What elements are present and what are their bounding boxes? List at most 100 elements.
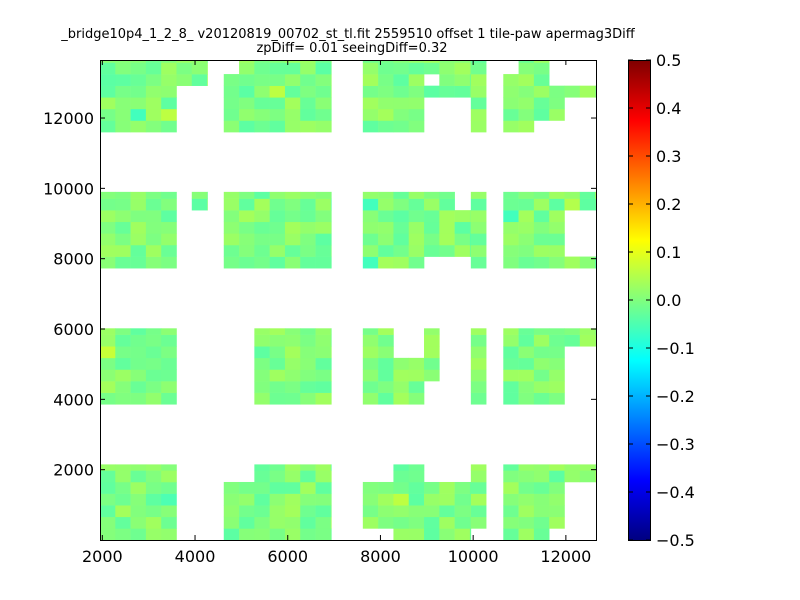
heatmap-cell xyxy=(469,516,472,529)
heatmap-cell xyxy=(239,256,255,269)
heatmap-cell xyxy=(284,381,301,393)
heatmap-cell xyxy=(533,493,550,506)
heatmap-cell xyxy=(378,516,394,529)
heatmap-cell xyxy=(100,191,116,199)
heatmap-cell xyxy=(393,528,410,541)
heatmap-cell xyxy=(161,481,177,494)
heatmap-cell xyxy=(145,74,162,86)
heatmap-cell xyxy=(378,505,394,518)
heatmap-cell xyxy=(362,210,379,223)
heatmap-cell xyxy=(239,233,255,246)
heatmap-cell xyxy=(470,210,487,223)
heatmap-cell xyxy=(223,516,240,529)
heatmap-cell xyxy=(207,60,208,63)
heatmap-cell xyxy=(378,493,394,506)
heatmap-cell xyxy=(269,221,286,234)
heatmap-cell xyxy=(393,392,410,405)
heatmap-cell xyxy=(454,233,471,246)
heatmap-cell xyxy=(130,85,147,98)
heatmap-cell xyxy=(549,493,565,506)
heatmap-cell xyxy=(469,62,472,75)
heatmap-cell xyxy=(454,62,471,75)
heatmap-cell xyxy=(100,470,116,483)
heatmap-cell xyxy=(454,493,471,506)
heatmap-cell xyxy=(161,191,177,199)
heatmap-cell xyxy=(362,346,379,359)
colorbar-tick-label: 0.0 xyxy=(656,291,681,310)
heatmap-cell xyxy=(439,493,455,506)
heatmap-cell xyxy=(145,210,162,223)
heatmap-cell xyxy=(408,470,425,483)
heatmap-cell xyxy=(330,357,332,370)
heatmap-cell xyxy=(145,346,162,359)
heatmap-cell xyxy=(549,392,565,405)
heatmap-cell xyxy=(454,528,471,541)
x-tick-label: 10000 xyxy=(448,547,499,566)
heatmap-cell xyxy=(254,198,270,211)
heatmap-cell xyxy=(470,108,487,121)
heatmap-cell xyxy=(503,198,519,211)
heatmap-cell xyxy=(533,328,550,335)
heatmap-cell xyxy=(223,233,240,246)
heatmap-cell xyxy=(362,334,379,347)
heatmap-cell xyxy=(362,221,379,234)
heatmap-cell xyxy=(533,392,550,405)
heatmap-cell xyxy=(439,505,455,518)
heatmap-cell xyxy=(424,85,440,98)
heatmap-cell xyxy=(424,481,440,494)
heatmap-cell xyxy=(393,198,410,211)
heatmap-cell xyxy=(145,62,162,75)
heatmap-cell xyxy=(161,74,177,86)
heatmap-cell xyxy=(130,381,147,393)
heatmap-cell xyxy=(100,357,116,370)
heatmap-cell xyxy=(362,328,379,335)
heatmap-cell xyxy=(393,244,410,257)
heatmap-cell xyxy=(470,392,487,405)
heatmap-cell xyxy=(269,369,286,382)
heatmap-cell xyxy=(549,381,565,393)
heatmap-cell xyxy=(223,528,240,541)
heatmap-cell xyxy=(115,85,131,98)
heatmap-cell xyxy=(518,516,535,529)
heatmap-cell xyxy=(254,481,270,494)
heatmap-cell xyxy=(533,210,550,223)
heatmap-cell xyxy=(315,470,332,483)
x-tick-label: 8000 xyxy=(360,547,401,566)
heatmap-cell xyxy=(145,108,162,121)
heatmap-cell xyxy=(269,381,286,393)
heatmap-cell xyxy=(300,381,316,393)
heatmap-cell xyxy=(393,505,410,518)
heatmap-cell xyxy=(424,369,440,382)
heatmap-cell xyxy=(130,120,147,133)
heatmap-cell xyxy=(470,198,487,211)
heatmap-cell xyxy=(424,191,440,199)
heatmap-cell xyxy=(100,464,116,471)
heatmap-cell xyxy=(469,210,472,223)
heatmap-cell xyxy=(330,381,332,393)
heatmap-cell xyxy=(315,198,332,211)
heatmap-cell xyxy=(330,108,332,121)
heatmap-cell xyxy=(424,505,440,518)
heatmap-cell xyxy=(315,108,332,121)
heatmap-cell xyxy=(239,191,255,199)
heatmap-cell xyxy=(161,328,177,335)
heatmap-cell xyxy=(408,60,425,63)
heatmap-cell xyxy=(533,244,550,257)
heatmap-cell xyxy=(207,74,208,86)
heatmap-cell xyxy=(408,244,425,257)
heatmap-cell xyxy=(470,74,487,86)
heatmap-cell xyxy=(130,221,147,234)
heatmap-cell xyxy=(518,464,535,471)
heatmap-cell xyxy=(549,357,565,370)
heatmap-cell xyxy=(408,198,425,211)
heatmap-cell xyxy=(454,221,471,234)
heatmap-cell xyxy=(100,198,116,211)
heatmap-cell xyxy=(470,328,487,335)
heatmap-cell xyxy=(439,221,455,234)
heatmap-cell xyxy=(408,505,425,518)
heatmap-cell xyxy=(424,221,440,234)
heatmap-cell xyxy=(315,233,332,246)
heatmap-cell xyxy=(223,481,240,494)
heatmap-cell xyxy=(470,493,487,506)
heatmap-cell xyxy=(454,481,471,494)
